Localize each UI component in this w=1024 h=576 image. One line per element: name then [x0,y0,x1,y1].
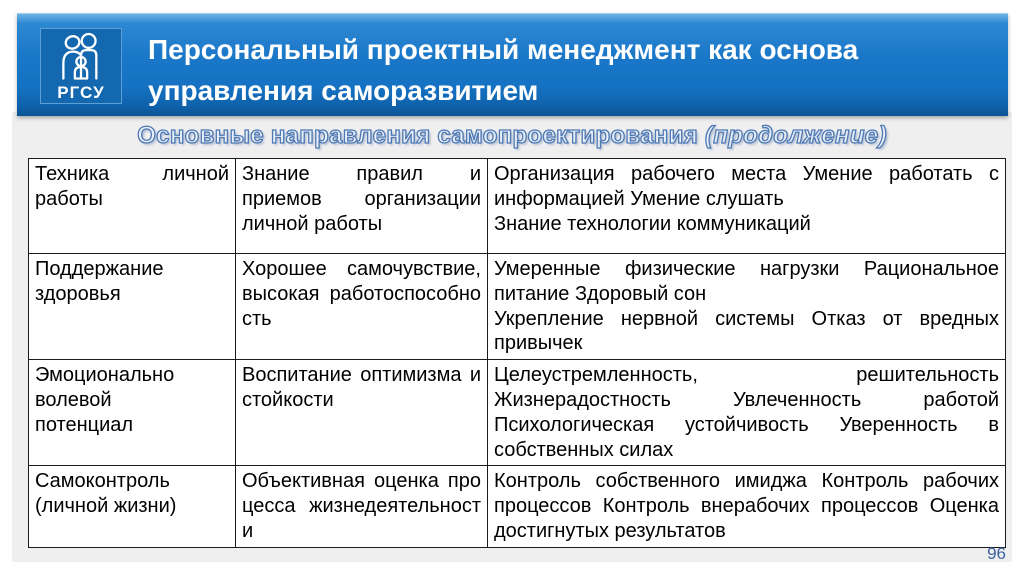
subtitle-continuation: (продолжение) [704,121,887,149]
content-table: Техника личной работы Знание правил и пр… [28,158,1006,548]
table-cell: Эмоционально волевой потенциал [28,359,236,467]
table-cell: Умеренные физические нагрузки Рациональн… [487,252,1006,361]
subtitle-main: Основные направления самопроектирования [137,121,699,149]
table-row: Эмоционально волевой потенциал Воспитани… [28,359,1006,467]
table-cell: Хорошее самочувствие, высокая работоспос… [235,252,488,361]
table-cell: Объективная оценка процесса жизнедеятель… [235,465,488,548]
table-cell: Контроль собственного имиджа Контроль ра… [487,465,1006,548]
table-cell: Поддержание здоровья [28,252,236,361]
logo-text: РГСУ [57,83,105,102]
table-cell: Организация рабочего места Умение работа… [487,158,1006,254]
table-row: Поддержание здоровья Хорошее самочувстви… [28,252,1006,361]
table-cell: Самоконтроль (личной жизни) [28,465,236,548]
family-icon [62,32,98,80]
table-cell: Воспитание оптимизма и стойкости [235,359,488,467]
slide-title: Персональный проектный менеджмент как ос… [148,34,859,107]
table-cell: Техника личной работы [28,158,236,254]
slide-subtitle: Основные направления самопроектирования … [10,121,1014,150]
page-number: 96 [987,544,1006,563]
table-row: Самоконтроль (личной жизни) Объективная … [28,465,1006,548]
table-row: Техника личной работы Знание правил и пр… [28,158,1006,254]
rgsu-logo: РГСУ [40,28,122,104]
table-cell: Знание правил и приемов организации личн… [235,158,488,254]
header-bar: РГСУ Персональный проектный менеджмент к… [17,13,1008,116]
table-cell: Целеустремленность, решительность Жизнер… [487,359,1006,467]
